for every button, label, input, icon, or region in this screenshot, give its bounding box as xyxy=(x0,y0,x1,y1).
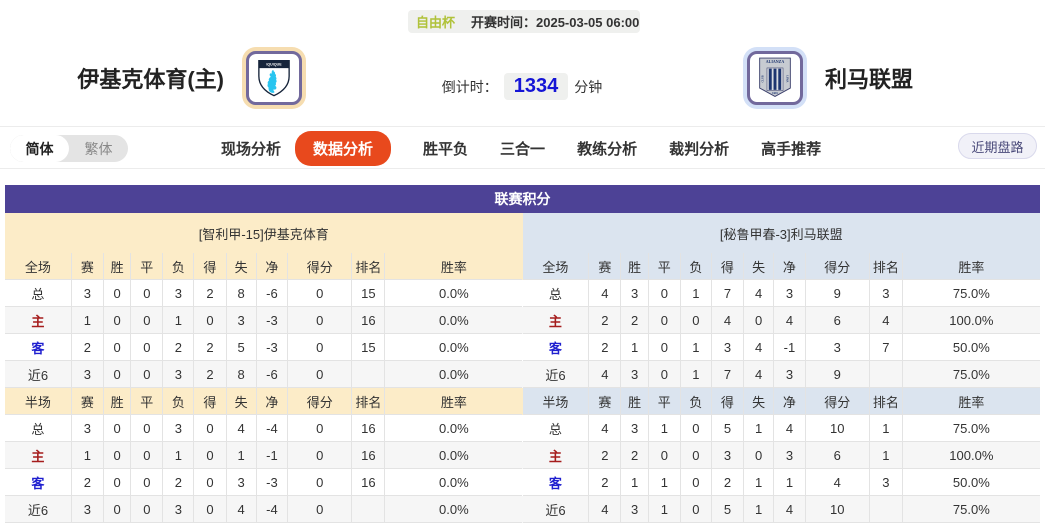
svg-text:ALIANZA: ALIANZA xyxy=(766,59,785,64)
svg-text:LIMA: LIMA xyxy=(786,75,789,82)
svg-text:CLUB: CLUB xyxy=(761,75,764,82)
svg-text:IQUIQUE: IQUIQUE xyxy=(266,62,282,66)
